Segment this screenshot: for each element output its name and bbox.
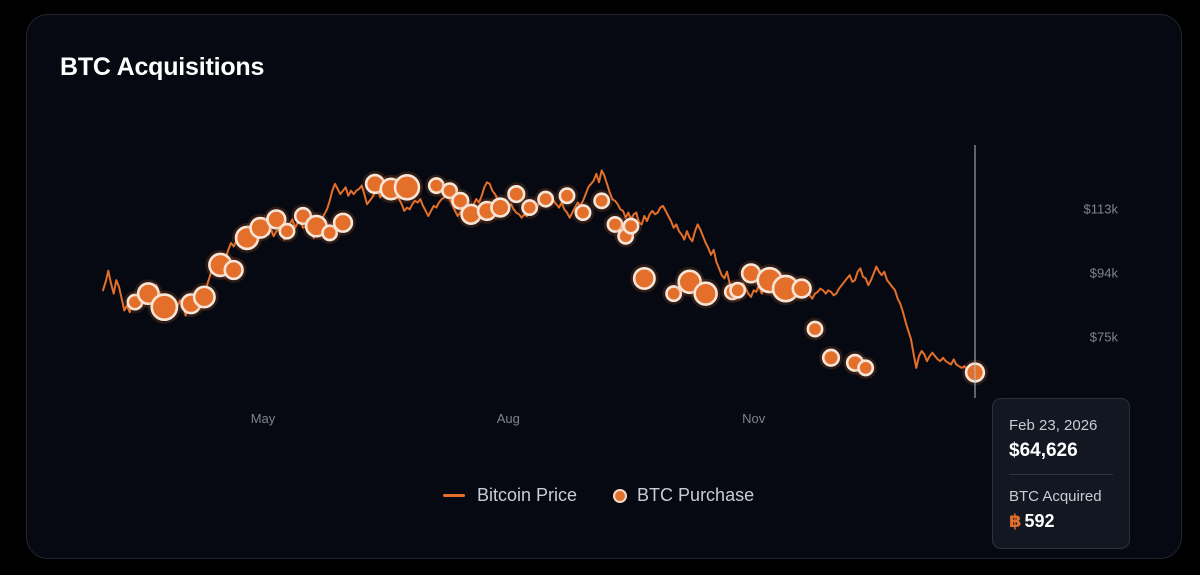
y-tick-label: $75k: [1090, 330, 1119, 345]
marker-dot: [537, 190, 555, 208]
btc-purchase-marker[interactable]: [425, 174, 448, 197]
legend-item-bitcoin-price[interactable]: Bitcoin Price: [443, 485, 577, 506]
y-axis-ticks: $113k $94k $75k: [1084, 201, 1119, 344]
marker-dot: [393, 174, 421, 201]
card-title: BTC Acquisitions: [60, 53, 265, 81]
marker-dot: [665, 285, 683, 303]
marker-dot: [490, 197, 511, 218]
marker-dot: [278, 222, 296, 240]
legend-item-btc-purchase[interactable]: BTC Purchase: [613, 485, 754, 506]
marker-dot: [451, 191, 470, 210]
marker-dot: [321, 224, 339, 242]
marker-dot: [693, 281, 718, 306]
marker-dot: [192, 285, 216, 309]
btc-purchase-marker[interactable]: [769, 271, 803, 306]
marker-dot: [223, 259, 244, 281]
btc-purchase-marker[interactable]: [571, 201, 595, 224]
bitcoin-symbol-icon: ฿: [1009, 511, 1022, 531]
btc-purchase-marker[interactable]: [555, 184, 579, 207]
chart-tooltip: Feb 23, 2026 $64,626 BTC Acquired ฿ 592: [992, 398, 1130, 549]
btc-purchase-marker[interactable]: [147, 290, 181, 324]
marker-dot: [574, 204, 592, 222]
btc-purchase-marker[interactable]: [726, 279, 749, 302]
legend-label-bitcoin-price: Bitcoin Price: [477, 485, 578, 505]
btc-purchase-marker[interactable]: [819, 345, 843, 370]
btc-purchase-marker[interactable]: [220, 257, 247, 283]
chart-card: BTC Acquisitions May Aug Nov $113k $94k $75k…: [26, 14, 1182, 559]
btc-purchase-marker[interactable]: [504, 182, 529, 206]
marker-dot: [521, 199, 539, 217]
marker-dot: [821, 348, 841, 367]
marker-dot: [332, 212, 354, 233]
btc-purchase-marker[interactable]: [854, 356, 877, 380]
btc-purchase-marker[interactable]: [190, 282, 219, 312]
marker-dot: [606, 215, 624, 233]
marker-dot: [507, 184, 526, 204]
btc-purchase-marker[interactable]: [803, 317, 827, 341]
btc-purchase-marker[interactable]: [534, 187, 557, 211]
x-axis-ticks: May Aug Nov: [251, 411, 766, 426]
y-tick-label: $94k: [1090, 265, 1119, 280]
btc-purchase-marker[interactable]: [487, 194, 514, 221]
marker-dot: [622, 217, 640, 235]
btc-purchase-marker[interactable]: [518, 196, 541, 219]
tooltip-divider: [1009, 474, 1113, 475]
x-tick-label: May: [251, 411, 276, 426]
legend-label-btc-purchase: BTC Purchase: [637, 485, 755, 505]
marker-dot: [150, 293, 179, 322]
tooltip-acquired-amount: 592: [1024, 511, 1055, 531]
y-tick-label: $113k: [1084, 201, 1119, 216]
btc-purchase-marker[interactable]: [590, 189, 613, 212]
marker-dot: [857, 359, 875, 377]
btc-purchase-marker[interactable]: [330, 209, 356, 236]
marker-dot: [729, 281, 747, 299]
btc-purchase-marker[interactable]: [275, 220, 299, 243]
dot-swatch-icon: [613, 488, 628, 503]
tooltip-date: Feb 23, 2026: [1009, 417, 1098, 434]
marker-dot: [593, 192, 611, 210]
line-swatch-icon: [443, 494, 465, 497]
marker-dot: [558, 187, 576, 205]
btc-purchase-marker[interactable]: [690, 278, 721, 309]
tooltip-acquired-value: ฿ 592: [1009, 511, 1055, 532]
marker-dot: [266, 209, 287, 230]
chart-legend: Bitcoin Price BTC Purchase: [443, 485, 790, 506]
marker-dot: [677, 269, 702, 295]
marker-dot: [249, 216, 272, 239]
price-chart[interactable]: May Aug Nov $113k $94k $75k: [27, 15, 1183, 560]
btc-purchase-marker[interactable]: [630, 264, 659, 293]
btc-purchase-marker[interactable]: [619, 214, 643, 238]
btc-purchase-markers[interactable]: [123, 171, 988, 386]
x-tick-label: Aug: [497, 411, 520, 426]
marker-dot: [791, 278, 812, 299]
btc-purchase-marker[interactable]: [391, 171, 423, 204]
tooltip-acquired-label: BTC Acquired: [1009, 488, 1102, 505]
x-tick-label: Nov: [742, 411, 766, 426]
marker-dot: [806, 320, 824, 338]
btc-purchase-marker[interactable]: [788, 275, 815, 302]
btc-purchase-marker[interactable]: [603, 213, 627, 236]
tooltip-price: $64,626: [1009, 440, 1078, 461]
marker-dot: [441, 182, 459, 200]
marker-dot: [632, 266, 656, 290]
